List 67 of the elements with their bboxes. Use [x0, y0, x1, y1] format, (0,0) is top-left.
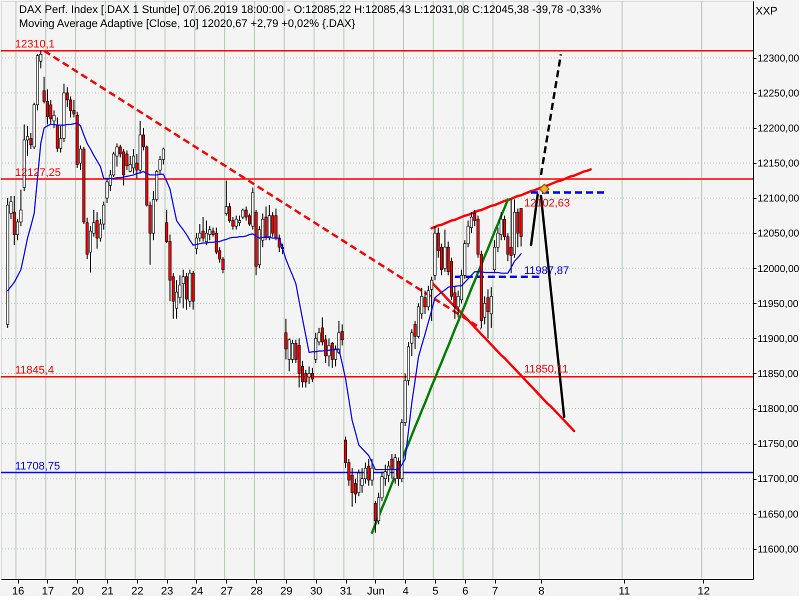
y-tick-label: 11800,00 — [758, 404, 799, 416]
y-tick-label: 12150,00 — [758, 158, 800, 170]
x-tick-label: 30 — [310, 586, 322, 598]
candlestick — [314, 332, 318, 364]
x-tick-label: 22 — [131, 586, 144, 598]
x-tick-label: 17 — [42, 586, 54, 598]
candlestick — [443, 229, 446, 272]
y-tick-label: 11600,00 — [758, 544, 799, 556]
candlestick — [271, 212, 274, 238]
ref-line-label: 12310,1 — [15, 38, 55, 51]
text: Moving Average Adaptive [Close, 10] 12020,67 +2,79 +0,02% {.DAX} — [19, 18, 356, 30]
y-tick-label: 12300,00 — [758, 53, 800, 64]
candlestick — [308, 366, 311, 384]
x-tick-label: 31 — [340, 586, 352, 598]
x-tick-label: 23 — [161, 586, 174, 598]
x-tick-label: 12 — [698, 586, 710, 598]
y-tick-label: 11900,00 — [758, 334, 799, 345]
y-tick-label: 11700,00 — [758, 474, 799, 486]
x-tick-label: Jun — [366, 586, 385, 598]
x-tick-label: 20 — [72, 586, 84, 598]
y-tick-label: 11650,00 — [758, 509, 799, 520]
candlestick — [96, 212, 99, 250]
candlestick — [132, 148, 136, 174]
candlestick — [202, 216, 205, 242]
y-tick-label: 12050,00 — [758, 228, 800, 240]
ref-line-label: 11845,4 — [15, 364, 54, 377]
y-axis-title: XXP — [756, 6, 778, 18]
y-tick-label: 11950,00 — [758, 298, 799, 310]
y-tick-label: 12200,00 — [758, 123, 800, 134]
candlestick — [327, 338, 330, 367]
candlestick — [185, 272, 188, 310]
candlestick — [330, 341, 334, 368]
chart-title: DAX Perf. Index [.DAX 1 Stunde] 07.06.2019 18:00:00 - O:12085,22 H:12085,43 L:12031,08 C:12045,38 -39,78 -0,33% — [19, 4, 602, 16]
y-tick-label: 12000,00 — [758, 264, 800, 275]
x-tick-label: 7 — [492, 586, 498, 598]
candlestick — [12, 196, 16, 246]
candlestick — [204, 220, 208, 246]
x-tick-label: 29 — [280, 586, 293, 598]
y-tick-label: 12250,00 — [758, 88, 800, 100]
x-tick-label: 16 — [12, 586, 24, 598]
x-tick-label: 6 — [462, 586, 468, 598]
candlestick — [268, 204, 271, 241]
candlestick — [394, 454, 397, 484]
x-tick-label: 4 — [402, 586, 409, 598]
x-tick-label: 28 — [250, 586, 263, 598]
candlestick — [234, 215, 238, 230]
candlestick — [367, 458, 370, 486]
line-series — [540, 53, 562, 176]
candlestick — [424, 290, 427, 314]
line-series — [370, 198, 510, 534]
candlestick — [291, 339, 294, 364]
candlestick — [486, 288, 490, 339]
y-tick-label: 11850,00 — [758, 368, 799, 380]
x-tick-label: 21 — [101, 586, 114, 598]
x-tick-label: 24 — [190, 586, 204, 598]
y-tick-label: 11750,00 — [758, 439, 799, 450]
x-tick-label: 8 — [538, 586, 545, 598]
x-tick-label: 27 — [220, 586, 233, 598]
candlestick — [430, 276, 434, 322]
candlestick — [370, 458, 374, 486]
y-tick-label: 12100,00 — [758, 194, 800, 205]
ref-line-label: 11708,75 — [15, 460, 60, 473]
x-tick-label: 5 — [432, 586, 439, 598]
x-tick-label: 11 — [618, 586, 630, 598]
candlestick — [390, 454, 394, 480]
candlestick — [374, 500, 377, 534]
candlestick — [182, 269, 185, 309]
